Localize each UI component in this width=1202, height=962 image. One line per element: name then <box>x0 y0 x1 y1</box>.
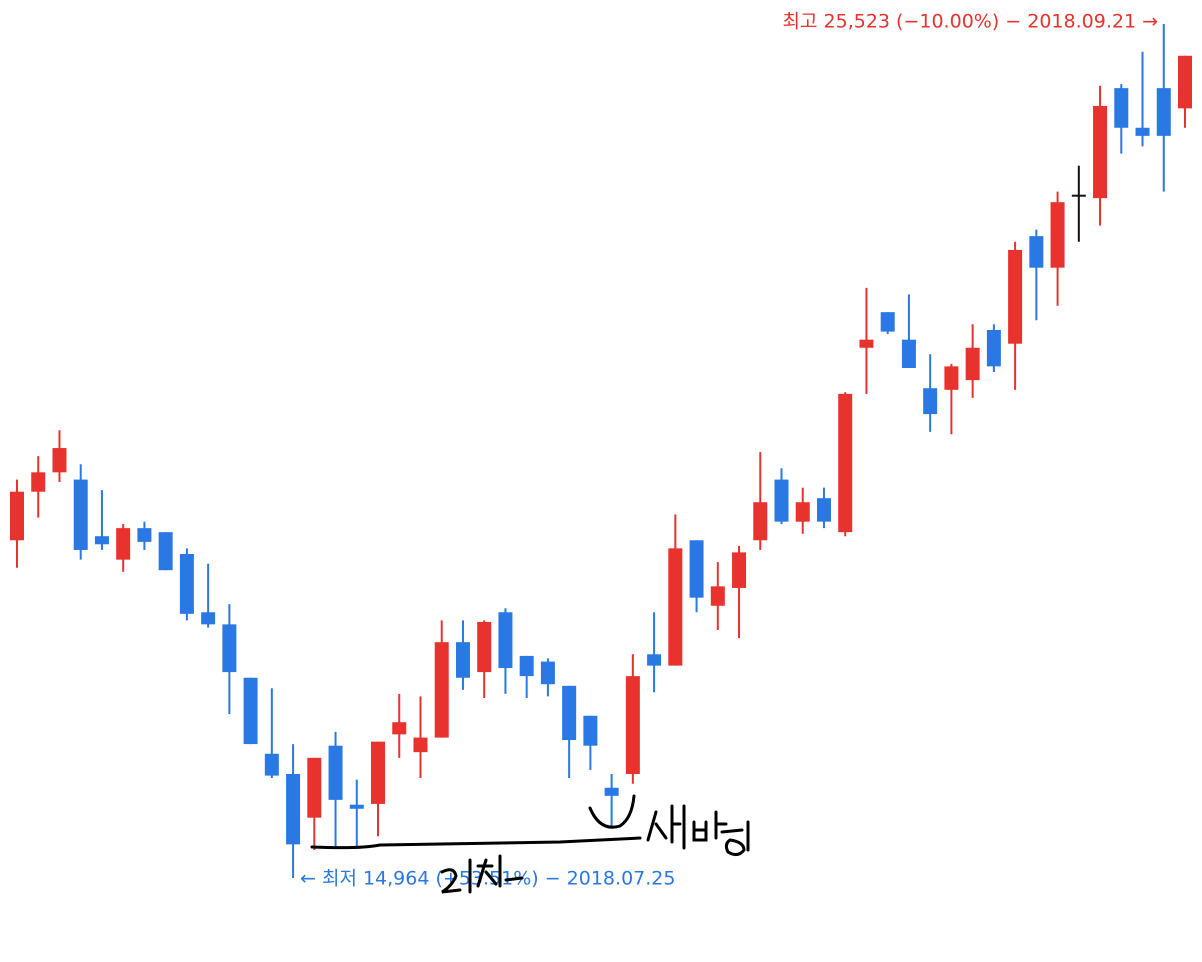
candle-body <box>1135 127 1150 136</box>
candle-body <box>371 741 386 804</box>
candle-body <box>519 655 534 677</box>
candle-body <box>1114 88 1129 128</box>
candle-body <box>1156 88 1171 136</box>
candle-body <box>562 685 577 741</box>
candle-body <box>392 722 407 735</box>
candle-body <box>52 448 67 473</box>
candle-body <box>264 753 279 776</box>
candle-body <box>434 642 449 738</box>
handwriting <box>310 794 750 894</box>
candle-body <box>838 393 853 533</box>
candle-body <box>413 737 428 753</box>
candle-body <box>689 540 704 598</box>
candle-body <box>710 586 725 606</box>
candle-body <box>880 312 895 332</box>
candle-body <box>94 536 109 545</box>
candle-body <box>816 498 831 522</box>
candle-body <box>158 532 173 571</box>
candle-body <box>668 548 683 666</box>
candle-body <box>732 552 747 588</box>
candle-body <box>1029 236 1044 268</box>
candle-body <box>540 661 555 685</box>
candle-body <box>349 804 364 809</box>
candle-body <box>137 528 152 542</box>
candle-body <box>795 502 810 522</box>
high-annotation: 최고 25,523 (−10.00%) − 2018.09.21 → <box>783 11 1158 33</box>
candle-body <box>179 553 194 614</box>
candle-body <box>944 366 959 390</box>
candle-body <box>222 624 237 673</box>
hand-line <box>310 836 642 850</box>
candle-body <box>774 479 789 522</box>
candle-body <box>286 773 301 845</box>
candle-body <box>647 654 662 666</box>
candle-body <box>116 528 131 560</box>
candle-body <box>201 612 216 625</box>
candle-body <box>604 787 619 796</box>
candle-body <box>901 339 916 368</box>
candle-body <box>923 388 938 415</box>
candle-body <box>965 347 980 381</box>
candle-body <box>498 612 513 669</box>
candle-body <box>859 339 874 348</box>
candle-body <box>583 715 598 746</box>
hand-curve <box>588 794 636 829</box>
candle-body <box>1050 202 1065 268</box>
hand-note-left <box>440 854 524 894</box>
candle-body <box>307 757 322 818</box>
candles <box>10 24 1192 878</box>
candle-body <box>625 676 640 774</box>
candle-body <box>1093 105 1108 199</box>
candle-body <box>1178 55 1192 109</box>
candle-body <box>455 642 470 678</box>
candle-body <box>1071 194 1086 197</box>
low-annotation: ← 최저 14,964 (+53.51%) − 2018.07.25 <box>300 868 675 890</box>
candle-body <box>243 677 258 745</box>
candle-body <box>10 491 24 541</box>
candle-body <box>753 502 768 541</box>
candle-body <box>986 329 1001 367</box>
candle-body <box>31 472 46 492</box>
hand-note-right <box>646 804 750 857</box>
candle-body <box>328 745 343 800</box>
candle-body <box>1008 249 1023 344</box>
candle-body <box>73 479 88 550</box>
candle-body <box>477 621 492 673</box>
